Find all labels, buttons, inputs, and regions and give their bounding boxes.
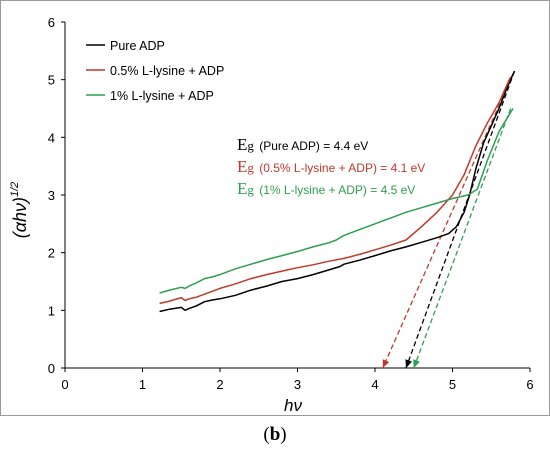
chart-border bbox=[0, 0, 550, 416]
tangent-line bbox=[405, 70, 516, 369]
x-tick-label: 3 bbox=[294, 377, 301, 392]
legend-label: 0.5% L-lysine + ADP bbox=[110, 64, 224, 78]
y-tick-label: 4 bbox=[48, 130, 55, 145]
legend-label: Pure ADP bbox=[110, 39, 165, 53]
y-tick-label: 6 bbox=[48, 15, 55, 30]
panel-label-letter: b bbox=[269, 424, 281, 445]
x-tick-label: 4 bbox=[371, 377, 378, 392]
x-axis-label: hν bbox=[284, 396, 302, 415]
x-tick-label: 1 bbox=[139, 377, 146, 392]
tangent-lines bbox=[382, 70, 516, 369]
x-tick-label: 5 bbox=[449, 377, 456, 392]
x-tick-label: 2 bbox=[216, 377, 223, 392]
panel-label-open: ( bbox=[263, 424, 270, 445]
bandgap-annotation: Eg (1% L-lysine + ADP) = 4.5 eV bbox=[237, 179, 415, 198]
y-tick-label: 5 bbox=[48, 73, 55, 88]
series-line bbox=[159, 76, 512, 305]
panel-label: (b) bbox=[0, 424, 550, 446]
y-tick-label: 1 bbox=[48, 303, 55, 318]
series-lines bbox=[159, 70, 516, 313]
panel-label-close: ) bbox=[280, 424, 287, 445]
bandgap-annotation: Eg (0.5% L-lysine + ADP) = 4.1 eV bbox=[237, 157, 425, 176]
tangent-arrowhead bbox=[413, 359, 420, 368]
tangent-line bbox=[413, 108, 512, 369]
x-tick-label: 6 bbox=[526, 377, 533, 392]
x-tick-label: 0 bbox=[61, 377, 68, 392]
tick-labels: 0 1 2 3 4 5 6 0 1 2 3 4 5 6 bbox=[48, 15, 534, 392]
y-axis-label: (αhν)1/2 bbox=[9, 182, 30, 239]
y-axis-label-superscript: 1/2 bbox=[9, 182, 21, 197]
series-line bbox=[159, 70, 516, 313]
y-tick-label: 3 bbox=[48, 188, 55, 203]
legend: Pure ADP 0.5% L-lysine + ADP 1% L-lysine +… bbox=[86, 39, 224, 103]
tangent-arrowhead bbox=[382, 359, 390, 368]
legend-label: 1% L-lysine + ADP bbox=[110, 89, 214, 103]
tangent-arrowhead bbox=[405, 359, 413, 368]
y-tick-label: 0 bbox=[48, 361, 55, 376]
bandgap-annotation: Eg (Pure ADP) = 4.4 eV bbox=[237, 135, 368, 154]
y-tick-label: 2 bbox=[48, 246, 55, 261]
tangent-line bbox=[382, 73, 514, 369]
bandgap-annotations: Eg (Pure ADP) = 4.4 eV Eg (0.5% L-lysine … bbox=[237, 135, 425, 198]
y-axis-label-main: (αhν) bbox=[10, 197, 30, 238]
series-line bbox=[159, 108, 514, 294]
